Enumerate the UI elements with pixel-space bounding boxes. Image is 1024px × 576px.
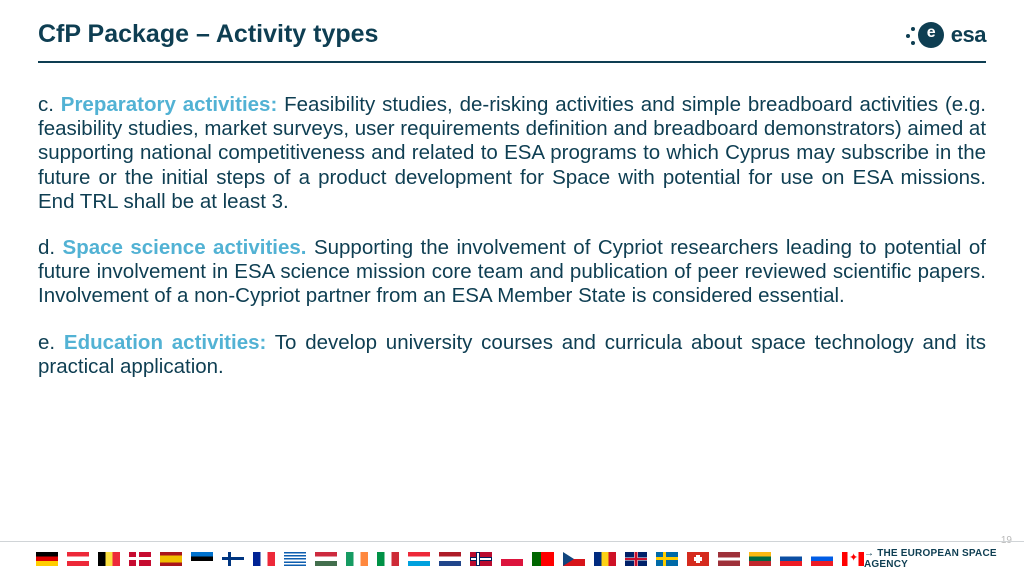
- flag-gr-icon: [284, 552, 306, 566]
- footer: THE EUROPEAN SPACE AGENCY: [0, 541, 1024, 576]
- flag-ee-icon: [191, 552, 213, 566]
- flag-lt-icon: [749, 552, 771, 566]
- flag-hu-icon: [315, 552, 337, 566]
- flag-de-icon: [36, 552, 58, 566]
- para-c-letter: c.: [38, 93, 61, 116]
- paragraph-d: d. Space science activities. Supporting …: [38, 236, 986, 309]
- flag-si-icon: [811, 552, 833, 566]
- flag-at-icon: [67, 552, 89, 566]
- footer-tagline: THE EUROPEAN SPACE AGENCY: [864, 548, 1014, 570]
- footer-divider: [0, 541, 1024, 542]
- flag-strip: [36, 552, 864, 566]
- esa-logo-text: esa: [951, 22, 986, 48]
- page-title: CfP Package – Activity types: [38, 20, 378, 49]
- flag-ro-icon: [594, 552, 616, 566]
- flag-nl-icon: [439, 552, 461, 566]
- para-e-head: Education activities:: [64, 331, 266, 354]
- flag-pt-icon: [532, 552, 554, 566]
- flag-se-icon: [656, 552, 678, 566]
- flag-ie-icon: [346, 552, 368, 566]
- flag-it-icon: [377, 552, 399, 566]
- para-d-head: Space science activities.: [63, 236, 307, 259]
- flag-es-icon: [160, 552, 182, 566]
- header: CfP Package – Activity types esa: [0, 0, 1024, 61]
- flag-ch-icon: [687, 552, 709, 566]
- para-d-letter: d.: [38, 236, 63, 259]
- flag-pl-icon: [501, 552, 523, 566]
- flag-lv-icon: [718, 552, 740, 566]
- flag-no-icon: [470, 552, 492, 566]
- paragraph-e: e. Education activities: To develop univ…: [38, 331, 986, 379]
- flag-sk-icon: [780, 552, 802, 566]
- para-e-letter: e.: [38, 331, 64, 354]
- para-c-head: Preparatory activities:: [61, 93, 278, 116]
- flag-ca-icon: [842, 552, 864, 566]
- footer-row: THE EUROPEAN SPACE AGENCY: [0, 548, 1024, 576]
- flag-fi-icon: [222, 552, 244, 566]
- esa-logo-icon: [918, 22, 944, 48]
- flag-dk-icon: [129, 552, 151, 566]
- esa-logo: esa: [918, 22, 986, 48]
- flag-gb-icon: [625, 552, 647, 566]
- slide-root: CfP Package – Activity types esa c. Prep…: [0, 0, 1024, 576]
- body-content: c. Preparatory activities: Feasibility s…: [0, 63, 1024, 576]
- paragraph-c: c. Preparatory activities: Feasibility s…: [38, 93, 986, 214]
- flag-be-icon: [98, 552, 120, 566]
- flag-lu-icon: [408, 552, 430, 566]
- flag-cz-icon: [563, 552, 585, 566]
- flag-fr-icon: [253, 552, 275, 566]
